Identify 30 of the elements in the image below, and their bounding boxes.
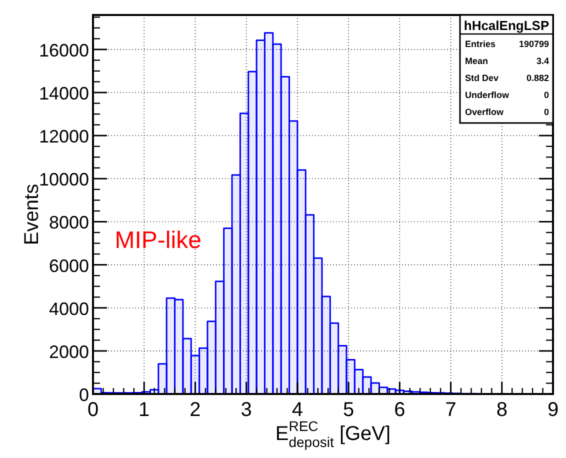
- x-tick-label: 8: [496, 399, 508, 421]
- annotation: MIP-like: [114, 227, 202, 254]
- x-tick-label: 7: [445, 399, 456, 421]
- y-tick-label: 16000: [38, 40, 89, 60]
- x-axis-title: E$^{REC}$$_{deposit}$ [GeV]: [275, 418, 391, 450]
- annotation: 0.882: [526, 73, 549, 83]
- annotation: Std Dev: [465, 73, 499, 83]
- y-tick-label: 2000: [48, 342, 89, 362]
- x-tick-label: 3: [240, 399, 252, 421]
- y-tick-label: 0: [78, 385, 89, 405]
- x-tick-label: 2: [190, 399, 201, 421]
- y-tick-label: 14000: [38, 84, 89, 104]
- x-tick-label: 4: [292, 399, 304, 421]
- x-tick-label: 5: [342, 399, 354, 421]
- x-tick-label: 6: [394, 399, 406, 421]
- y-tick-label: 4000: [48, 298, 89, 319]
- x-tick-label: 9: [547, 399, 559, 421]
- y-tick-label: 6000: [48, 256, 89, 276]
- y-tick-label: 12000: [38, 126, 89, 147]
- annotation: Mean: [465, 56, 488, 66]
- annotation: 0: [544, 107, 549, 117]
- x-tick-label: 1: [138, 399, 150, 421]
- y-tick-label: 8000: [48, 212, 89, 233]
- chart-title: hHcalEngLSP: [464, 18, 550, 33]
- annotation: Overflow: [465, 107, 505, 117]
- annotation: Underflow: [465, 90, 510, 100]
- annotation: 190799: [518, 39, 549, 49]
- annotation: 0: [544, 90, 549, 100]
- annotation: 3.4: [536, 56, 549, 66]
- annotation: Entries: [465, 39, 496, 49]
